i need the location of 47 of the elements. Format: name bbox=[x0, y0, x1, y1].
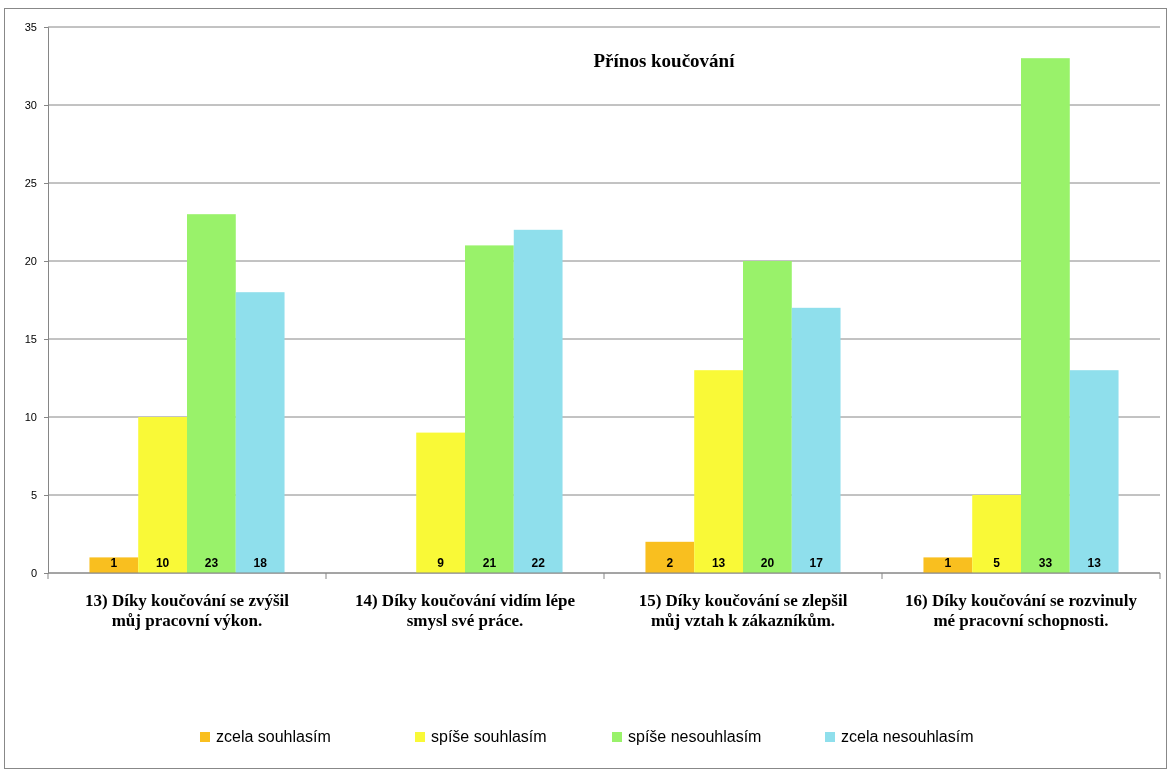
data-label: 20 bbox=[760, 556, 775, 570]
y-tick-label: 20 bbox=[24, 255, 37, 268]
y-tick-label: 25 bbox=[24, 177, 37, 190]
bar bbox=[513, 229, 563, 573]
legend-label: zcela souhlasím bbox=[216, 728, 331, 745]
data-label: 13 bbox=[711, 556, 726, 570]
data-label: 1 bbox=[944, 556, 952, 570]
x-tick-label: 13) Díky koučování se zvýšil můj pracovní výkon. bbox=[84, 591, 290, 630]
data-label: 18 bbox=[253, 556, 268, 570]
data-label: 10 bbox=[155, 556, 170, 570]
legend-label: spíše nesouhlasím bbox=[628, 728, 762, 745]
x-tick-label: 15) Díky koučování se zlepšil můj vztah k zákazníkům. bbox=[638, 591, 848, 630]
data-label: 21 bbox=[482, 556, 497, 570]
data-label: 9 bbox=[437, 556, 445, 570]
data-label: 33 bbox=[1038, 556, 1053, 570]
legend-label: spíše souhlasím bbox=[431, 728, 547, 745]
x-tick-label: 14) Díky koučování vidím lépe smysl své práce. bbox=[354, 591, 576, 630]
x-tick-label: 16) Díky koučování se rozvinuly mé pracovní schopnosti. bbox=[904, 591, 1138, 630]
bar bbox=[138, 417, 187, 573]
bar bbox=[465, 245, 514, 573]
y-tick-label: 10 bbox=[24, 411, 37, 424]
data-label: 5 bbox=[993, 556, 1001, 570]
y-tick-label: 0 bbox=[30, 567, 37, 580]
bar bbox=[743, 261, 792, 573]
bar bbox=[972, 495, 1021, 573]
bar bbox=[791, 307, 841, 573]
bar bbox=[694, 370, 743, 573]
data-label: 13 bbox=[1087, 556, 1102, 570]
data-label: 22 bbox=[531, 556, 546, 570]
bar bbox=[1069, 370, 1119, 573]
text: Přínos koučování bbox=[593, 50, 736, 71]
bar bbox=[187, 214, 236, 573]
bar bbox=[416, 432, 465, 573]
bar bbox=[923, 557, 973, 573]
y-tick-label: 15 bbox=[24, 333, 37, 346]
data-label: 23 bbox=[204, 556, 219, 570]
legend-label: zcela nesouhlasím bbox=[841, 728, 974, 745]
data-label: 2 bbox=[666, 556, 674, 570]
bar bbox=[89, 557, 139, 573]
bar bbox=[235, 292, 285, 573]
bar bbox=[645, 541, 695, 573]
y-tick-label: 30 bbox=[24, 99, 37, 112]
data-label: 1 bbox=[110, 556, 118, 570]
data-label: 17 bbox=[809, 556, 824, 570]
y-tick-label: 35 bbox=[24, 21, 37, 34]
y-tick-label: 5 bbox=[30, 489, 37, 502]
bar bbox=[1021, 58, 1070, 573]
